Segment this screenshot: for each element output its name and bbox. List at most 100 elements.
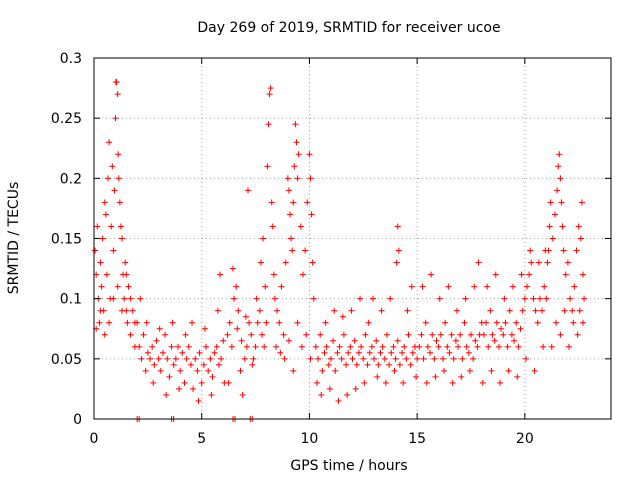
data-point — [557, 175, 564, 182]
data-point — [234, 325, 241, 332]
data-point — [534, 319, 541, 326]
data-point — [429, 331, 436, 338]
data-point — [570, 319, 577, 326]
data-point — [355, 349, 362, 356]
data-point — [280, 331, 287, 338]
data-point — [208, 391, 215, 398]
data-point — [530, 295, 537, 302]
data-point — [581, 295, 588, 302]
data-point — [399, 349, 406, 356]
data-point — [323, 343, 330, 350]
data-point — [99, 235, 106, 242]
data-point — [136, 343, 143, 350]
data-point — [169, 319, 176, 326]
data-point — [498, 325, 505, 332]
data-point — [201, 325, 208, 332]
data-point — [257, 259, 264, 266]
data-point — [497, 379, 504, 386]
data-point — [532, 307, 539, 314]
data-point — [285, 337, 292, 344]
data-point — [453, 307, 460, 314]
data-point — [302, 247, 309, 254]
data-point — [137, 295, 144, 302]
data-point — [553, 319, 560, 326]
data-point — [571, 283, 578, 290]
data-point — [105, 175, 112, 182]
data-point — [278, 283, 285, 290]
data-point — [420, 355, 427, 362]
data-point — [495, 343, 502, 350]
data-point — [422, 319, 429, 326]
data-point — [298, 343, 305, 350]
data-point — [140, 331, 147, 338]
x-tick-label: 0 — [90, 431, 99, 447]
data-point — [179, 349, 186, 356]
data-point — [371, 355, 378, 362]
data-point — [386, 361, 393, 368]
data-point — [567, 295, 574, 302]
data-point — [562, 271, 569, 278]
data-point — [228, 343, 235, 350]
data-point — [129, 307, 136, 314]
data-point — [192, 355, 199, 362]
data-point — [423, 379, 430, 386]
data-point — [519, 307, 526, 314]
data-point — [531, 367, 538, 374]
data-point — [347, 343, 354, 350]
data-point — [259, 331, 266, 338]
data-point — [541, 283, 548, 290]
data-point — [331, 307, 338, 314]
data-point — [378, 307, 385, 314]
data-point — [400, 379, 407, 386]
data-point — [472, 337, 479, 344]
data-point — [501, 295, 508, 302]
y-tick-label: 0.05 — [51, 352, 82, 368]
data-point — [138, 355, 145, 362]
data-point — [102, 211, 109, 218]
data-point — [252, 343, 259, 350]
data-point — [374, 373, 381, 380]
data-point — [293, 139, 300, 146]
data-point — [336, 343, 343, 350]
data-points — [92, 79, 588, 422]
data-point — [515, 343, 522, 350]
data-point — [235, 307, 242, 314]
data-point — [330, 337, 337, 344]
data-point — [114, 283, 121, 290]
data-point — [101, 199, 108, 206]
data-point — [97, 307, 104, 314]
data-point — [441, 367, 448, 374]
data-point — [416, 343, 423, 350]
data-point — [461, 319, 468, 326]
data-point — [113, 79, 120, 86]
data-point — [218, 355, 225, 362]
data-point — [334, 349, 341, 356]
data-point — [527, 247, 534, 254]
data-point — [403, 355, 410, 362]
data-point — [474, 343, 481, 350]
data-point — [226, 319, 233, 326]
data-point — [289, 247, 296, 254]
data-point — [97, 259, 104, 266]
data-point — [484, 283, 491, 290]
data-point — [325, 361, 332, 368]
data-point — [458, 373, 465, 380]
data-point — [196, 349, 203, 356]
data-point — [358, 343, 365, 350]
data-point — [509, 283, 516, 290]
data-point — [395, 247, 402, 254]
data-point — [245, 187, 252, 194]
data-point — [175, 343, 182, 350]
data-point — [345, 349, 352, 356]
data-point — [231, 295, 238, 302]
data-point — [326, 385, 333, 392]
data-point — [391, 367, 398, 374]
data-point — [579, 319, 586, 326]
data-point — [119, 307, 126, 314]
data-point — [166, 373, 173, 380]
data-point — [156, 325, 163, 332]
data-point — [276, 319, 283, 326]
data-point — [217, 271, 224, 278]
data-point — [114, 91, 121, 98]
data-point — [182, 331, 189, 338]
